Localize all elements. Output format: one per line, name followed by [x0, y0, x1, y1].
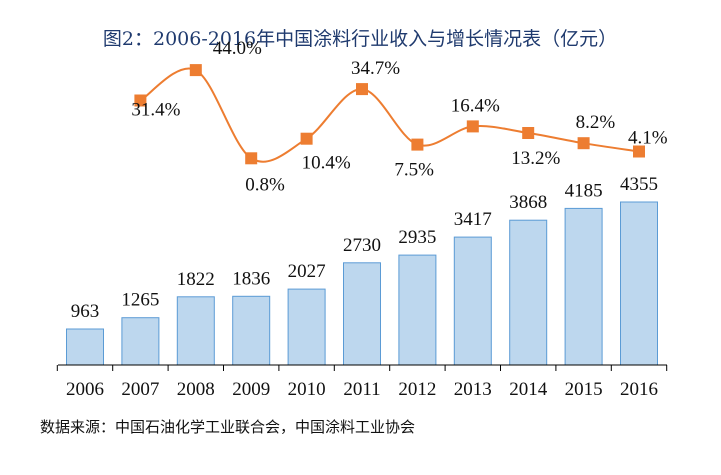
source-note: 数据来源：中国石油化学工业联合会，中国涂料工业协会 — [40, 418, 415, 436]
bar-2010 — [287, 288, 326, 366]
growth-marker-2012 — [411, 138, 424, 151]
bar-label-2014: 3868 — [509, 192, 547, 213]
bar-label-2011: 2730 — [343, 235, 381, 256]
growth-line-layer: 31.4% 44.0% 0.8% 10.4% 34.7% 7.5% 16.4% 13.2% 8.… — [131, 38, 667, 195]
growth-label-2007: 31.4% — [131, 100, 180, 121]
x-tick-label-2006: 2006 — [66, 379, 104, 400]
bar-2016 — [620, 201, 658, 366]
x-tick-label-2016: 2016 — [620, 379, 658, 400]
bar-label-2007: 1265 — [121, 290, 159, 311]
x-tick-label-2013: 2013 — [454, 379, 492, 400]
bar-2007 — [121, 317, 160, 366]
bar-label-2013: 3417 — [454, 209, 492, 230]
growth-marker-2011 — [356, 83, 368, 96]
growth-marker-2015 — [577, 137, 590, 150]
x-tick-label-2015: 2015 — [565, 379, 603, 400]
growth-marker-2016 — [633, 145, 645, 158]
bar-label-2016: 4355 — [620, 174, 658, 195]
x-tick-label-2010: 2010 — [288, 379, 326, 400]
growth-marker-2010 — [300, 132, 313, 145]
growth-label-2016: 4.1% — [628, 128, 668, 149]
growth-marker-2009 — [245, 152, 258, 165]
bar-label-2012: 2935 — [398, 227, 436, 248]
bar-label-2009: 1836 — [232, 268, 270, 289]
growth-marker-2013 — [466, 120, 479, 133]
bar-2012 — [398, 254, 437, 366]
bar-label-2015: 4185 — [565, 180, 603, 201]
growth-label-2014: 13.2% — [511, 148, 560, 169]
growth-label-2010: 10.4% — [302, 153, 351, 174]
x-tick-label-2008: 2008 — [177, 379, 215, 400]
x-axis: 2006 2007 2008 2009 2010 2011 2012 2013 2014 2015… — [56, 364, 668, 400]
chart-title: 图2：2006-2016年中国涂料行业收入与增长情况表（亿元） — [103, 28, 617, 50]
x-tick-label-2012: 2012 — [398, 379, 436, 400]
bar-2014 — [509, 219, 548, 366]
bar-2011 — [343, 262, 381, 366]
bar-label-2006: 963 — [71, 301, 100, 322]
growth-marker-2007 — [134, 94, 147, 107]
growth-label-2008: 44.0% — [213, 38, 262, 59]
x-tick-label-2011: 2011 — [343, 379, 380, 400]
bar-2008 — [176, 296, 215, 366]
bar-2013 — [453, 236, 492, 366]
bar-label-2008: 1822 — [177, 269, 215, 290]
x-tick-label-2014: 2014 — [509, 379, 548, 400]
bar-2006 — [66, 328, 104, 366]
growth-label-2011: 34.7% — [351, 58, 400, 79]
bar-2015 — [564, 207, 603, 366]
growth-marker-2008 — [189, 64, 202, 77]
growth-line — [139, 67, 640, 163]
growth-label-2009: 0.8% — [245, 174, 285, 195]
bar-label-2010: 2027 — [288, 261, 326, 282]
x-tick-label-2009: 2009 — [232, 379, 270, 400]
bar-2009 — [232, 295, 271, 366]
growth-marker-2014 — [522, 127, 535, 139]
bars-layer: 963 1265 1822 1836 2027 2730 2935 3417 3868 4185 4… — [66, 174, 658, 366]
growth-label-2013: 16.4% — [451, 95, 500, 116]
growth-label-2012: 7.5% — [394, 160, 434, 181]
growth-label-2015: 8.2% — [576, 112, 616, 133]
x-tick-label-2007: 2007 — [121, 379, 159, 400]
